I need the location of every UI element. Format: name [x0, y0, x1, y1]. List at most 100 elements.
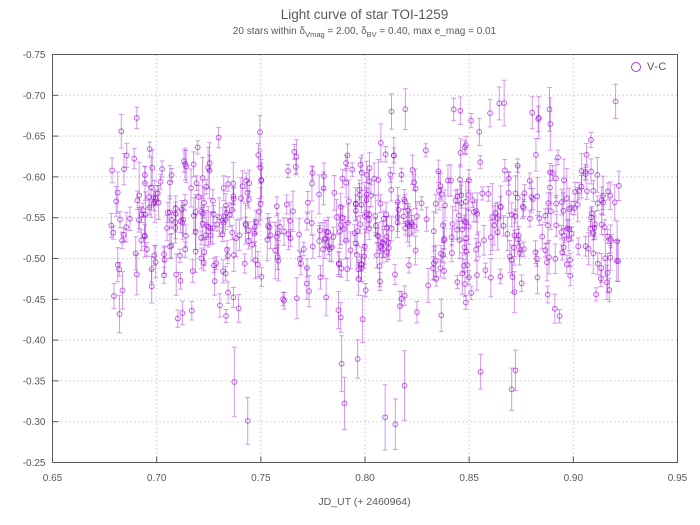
data-point [183, 232, 189, 239]
data-point [223, 210, 230, 217]
data-point [296, 255, 303, 262]
data-point [292, 164, 299, 170]
data-point [463, 142, 469, 149]
error-bar [587, 220, 593, 237]
data-point [558, 229, 565, 236]
error-bar [134, 190, 140, 211]
error-bar [161, 266, 167, 284]
error-bar [196, 185, 202, 209]
data-point [411, 179, 417, 186]
data-point [520, 246, 527, 253]
data-point [412, 247, 419, 254]
data-point [355, 266, 362, 273]
data-point [136, 192, 143, 199]
error-bar [146, 199, 152, 216]
error-bar [310, 165, 316, 181]
error-bar [433, 244, 439, 277]
data-point [447, 177, 454, 184]
error-bar [391, 147, 397, 164]
data-point [414, 213, 420, 220]
error-bar [343, 154, 349, 172]
data-point [207, 232, 214, 239]
data-point [533, 151, 539, 158]
error-bar [567, 265, 573, 287]
data-point [177, 218, 184, 225]
data-point [448, 234, 455, 241]
error-bar [527, 172, 533, 190]
data-point [514, 194, 521, 201]
data-point [316, 191, 322, 198]
error-bar [229, 202, 235, 218]
error-bar [576, 181, 582, 201]
data-point [440, 222, 446, 228]
data-point [514, 162, 521, 169]
data-point [501, 167, 508, 174]
error-bar [378, 123, 384, 163]
error-bar [153, 245, 158, 279]
error-bar [117, 294, 122, 334]
error-bar [522, 184, 527, 203]
error-bar [406, 256, 412, 274]
error-bar [440, 248, 446, 263]
data-point [281, 228, 287, 235]
error-bar [552, 293, 558, 324]
error-bar [306, 275, 312, 308]
data-point [354, 252, 360, 258]
error-bar [516, 226, 522, 246]
data-point [512, 213, 519, 219]
data-point [132, 250, 139, 257]
data-point [549, 170, 556, 176]
error-bar [552, 243, 558, 275]
data-point [475, 241, 482, 248]
data-point [441, 235, 448, 242]
error-bar [277, 219, 283, 234]
data-point [155, 199, 162, 206]
data-point [585, 245, 592, 252]
error-bar [236, 294, 242, 323]
data-point [149, 164, 156, 171]
error-bar [331, 226, 336, 248]
data-point [142, 211, 149, 218]
data-point [151, 198, 158, 205]
data-point [487, 110, 493, 117]
error-bar [177, 248, 183, 263]
error-bar [305, 191, 311, 215]
error-bar [387, 166, 393, 183]
data-point [465, 223, 472, 230]
error-bar [534, 250, 540, 267]
data-point [146, 204, 153, 211]
data-point [172, 205, 179, 212]
error-bar [561, 158, 567, 202]
data-point [200, 259, 207, 266]
error-bar [301, 241, 307, 257]
data-point [338, 360, 345, 367]
data-point [582, 171, 589, 177]
error-bar [548, 192, 554, 231]
error-bar [479, 186, 485, 201]
data-point [614, 238, 621, 245]
error-bar [454, 275, 460, 290]
error-bar [448, 164, 454, 197]
data-point [113, 198, 120, 205]
data-point [256, 129, 263, 136]
data-point [245, 227, 252, 234]
error-bar [518, 242, 523, 257]
error-bar [483, 262, 488, 278]
error-bar [527, 209, 533, 228]
error-bar [441, 262, 447, 280]
data-point [547, 169, 553, 176]
data-point [552, 255, 559, 262]
error-bar [336, 291, 341, 330]
error-bar [352, 224, 358, 242]
error-bar [583, 166, 589, 182]
y-tick-label: -0.60 [23, 172, 46, 183]
data-point [576, 188, 582, 195]
error-bar [564, 254, 570, 275]
data-point [326, 246, 333, 253]
data-point [568, 204, 575, 211]
data-point [465, 192, 472, 198]
data-point [229, 207, 235, 213]
error-bar [142, 224, 147, 248]
data-point [226, 211, 233, 218]
data-point [321, 173, 327, 180]
